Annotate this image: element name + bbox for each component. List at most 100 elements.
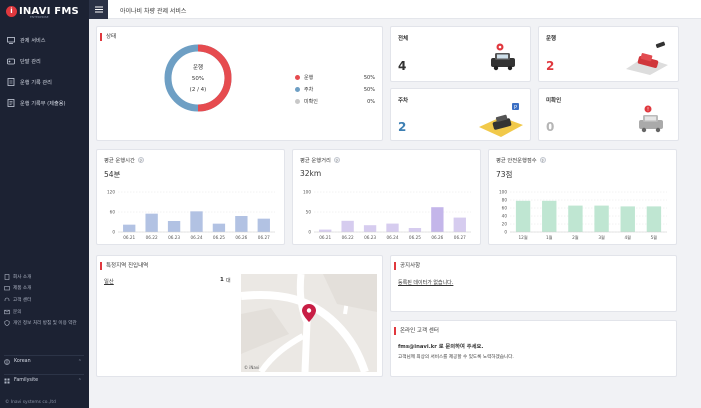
x-tick-label: 2월 [572, 234, 579, 241]
globe-icon [4, 358, 10, 365]
car-fleet-icon [491, 43, 515, 71]
x-tick-label: 12월 [518, 234, 527, 241]
link-label: 고객 센터 [13, 297, 32, 303]
legend-label: 주차 [304, 87, 314, 93]
product-icon [4, 286, 10, 291]
bar [212, 223, 226, 232]
stat-value: 0 [546, 120, 555, 134]
nav-item-label: 관제 서비스 [20, 37, 46, 44]
bar [568, 205, 583, 232]
bar-chart: 0 20 40 60 80 100 12월 1월 2월 3월 4월 5월 [499, 190, 667, 241]
bar [235, 216, 248, 232]
stat-label: 전체 [398, 36, 409, 42]
x-tick-label: 06.26 [235, 235, 247, 240]
chart-card-distance: 평균 운행거리? 32km 0 50 100 06.21 06.22 06.23 06.24… [292, 149, 481, 245]
bar [594, 205, 609, 232]
map-pin-icon [302, 304, 316, 322]
stat-label: 주차 [398, 98, 409, 104]
link-product[interactable]: 제품 소개 [2, 283, 91, 295]
y-tick-label: 60 [110, 210, 116, 215]
notice-empty-text[interactable]: 등록된 데이터가 없습니다. [398, 280, 454, 286]
nav-item-drive-report[interactable]: 운행 기록부 (제출용) [0, 96, 89, 110]
language-select[interactable]: Korean ⌃ [4, 355, 84, 367]
x-tick-label: 06.24 [387, 235, 399, 240]
stat-label: 운행 [546, 36, 557, 42]
bar [386, 223, 399, 232]
legend-pct: 50% [363, 74, 375, 81]
nav-item-label: 운행 기록 관리 [20, 79, 52, 86]
card-title: 상태 [100, 33, 116, 41]
chevron-up-icon: ⌃ [77, 377, 82, 384]
legend-dot [295, 87, 300, 92]
chart-title-row: 평균 운행시간? [104, 156, 144, 164]
chart-card-safety: 평균 안전운행점수? 73점 0 20 40 60 80 100 12월 1월 2월 3월 4월 5월 [488, 149, 677, 245]
map-credit: © iNavi [244, 365, 259, 370]
legend-pct: 0% [367, 98, 375, 105]
logo-subtitle: ENTERPRISE [30, 15, 49, 19]
y-tick-label: 0 [308, 230, 311, 235]
link-company[interactable]: 회사 소개 [2, 271, 91, 283]
legend-label: 운행 [304, 75, 314, 81]
legend-label: 미확인 [304, 99, 318, 105]
bar [363, 225, 377, 232]
link-label: 개인 정보 처리 방침 및 이용 약관 [13, 321, 77, 327]
nav-item-device[interactable]: 단말 관리 [0, 54, 89, 68]
x-tick-label: 06.22 [342, 235, 354, 240]
stat-card-driving[interactable]: 운행 2 [538, 26, 679, 82]
x-tick-label: 4월 [624, 234, 631, 241]
svg-text:P: P [514, 105, 517, 111]
stat-value: 2 [398, 120, 407, 134]
donut-center-pct: 50% [192, 76, 204, 82]
bar-chart: 0 50 100 06.21 06.22 06.23 06.24 06.25 06.26 06.2… [303, 190, 471, 240]
sidebar: i INAVI FMS ENTERPRISE 관제 서비스 단말 관리 운행 기… [0, 0, 89, 408]
zone-map[interactable]: © iNavi [241, 274, 377, 372]
nav-item-label: 단말 관리 [20, 58, 41, 65]
nav-item-control[interactable]: 관제 서비스 [0, 33, 89, 47]
bar [620, 206, 635, 232]
help-icon[interactable]: ? [333, 157, 340, 163]
svg-text:!: ! [647, 107, 649, 113]
link-label: 제품 소개 [13, 286, 32, 292]
x-tick-label: 06.23 [168, 235, 180, 240]
bar [190, 211, 203, 232]
brand-logo[interactable]: i INAVI FMS [6, 4, 79, 18]
chevron-up-icon: ⌃ [77, 358, 82, 365]
bar-chart: 0 60 120 06.21 06.22 06.23 06.24 06.25 06.26 06.2… [107, 190, 275, 240]
top-bar: 아이나비 차량 관제 서비스 [89, 0, 701, 19]
stat-card-unknown[interactable]: 미확인 0 ! [538, 88, 679, 141]
link-privacy[interactable]: 개인 정보 처리 방침 및 이용 약관 [2, 317, 91, 329]
legend-pct: 50% [363, 86, 375, 93]
legend-dot [295, 99, 300, 104]
shield-icon [4, 320, 10, 327]
link-inquiry[interactable]: 문의 [2, 306, 91, 318]
stat-card-parked[interactable]: 주차 2 P [390, 88, 531, 141]
bar [123, 224, 136, 232]
nav-item-drive-log[interactable]: 운행 기록 관리 [0, 75, 89, 89]
bar [431, 207, 444, 232]
device-icon [7, 58, 15, 64]
family-site-select[interactable]: Familysite ⌃ [4, 374, 84, 386]
y-tick-label: 100 [303, 190, 311, 195]
bar [167, 221, 181, 232]
help-icon[interactable]: ? [137, 157, 144, 163]
grid-icon [4, 378, 10, 383]
x-tick-label: 06.25 [409, 235, 421, 240]
card-title: 온라인 고객 센터 [394, 327, 439, 335]
logo-mark: i [6, 5, 17, 17]
y-tick-label: 80 [502, 198, 508, 203]
card-title: 공지사항 [394, 262, 420, 270]
menu-toggle-button[interactable] [89, 0, 108, 19]
card-title: 특정지역 진입내역 [100, 262, 148, 270]
hamburger-icon [94, 8, 103, 11]
x-tick-label: 1월 [546, 234, 553, 241]
main-nav: 관제 서비스 단말 관리 운행 기록 관리 운행 기록부 (제출용) [0, 33, 89, 110]
chart-title: 평균 운행시간 [104, 158, 135, 164]
help-icon[interactable]: ? [539, 157, 546, 163]
stat-value: 4 [398, 59, 407, 73]
notice-card: 공지사항 등록된 데이터가 없습니다. [390, 255, 677, 312]
link-support[interactable]: 고객 센터 [2, 294, 91, 306]
zone-region-link[interactable]: 일산 [104, 279, 114, 285]
legend-parked: 주차 50% [295, 86, 375, 93]
document-icon [7, 78, 15, 86]
stat-card-total[interactable]: 전체 4 [390, 26, 531, 82]
